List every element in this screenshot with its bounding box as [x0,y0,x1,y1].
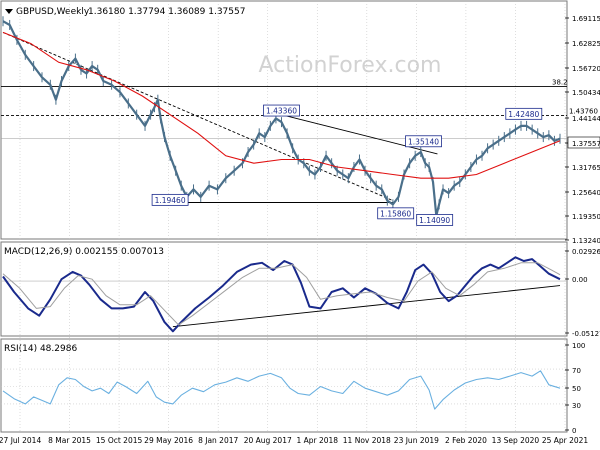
price-label-box [405,135,442,148]
x-tick-label: 1 Apr 2018 [296,436,338,445]
price-label: 1.35140 [408,137,439,146]
price-label-box [151,193,189,206]
price-label: 1.42480 [508,110,539,119]
x-tick-label: 13 Sep 2020 [492,436,540,445]
macd-panel [0,241,568,337]
y-tick-label: 1.44144 [572,115,600,123]
y-tick-label: 70 [572,367,581,375]
current-price-label: 1.37557 [572,140,600,148]
current-price-box [567,136,600,149]
gridlines [1,4,567,432]
price-label: 1.19460 [155,196,186,205]
price-ohlc-text: 1.36180 1.37794 1.36089 1.37557 [88,7,245,17]
x-tick-label: 25 Apr 2021 [542,436,589,445]
price-panel [0,0,568,240]
y-tick-label: 50 [572,385,581,393]
y-tick-label: 1.62825 [572,40,600,48]
price-series-line [2,20,561,217]
x-tick-label: 8 Jan 2017 [198,436,238,445]
y-tick-label: 1.13240 [572,237,600,245]
price-label: 1.15860 [380,209,411,218]
y-tick-label: 0.00 [572,276,588,284]
x-tick-label: 23 Jun 2019 [394,436,439,445]
x-tick-label: 27 Jul 2014 [0,436,41,445]
y-tick-label: 1.25640 [572,189,600,197]
y-tick-label: 0 [572,427,576,435]
price-label-box [416,214,454,226]
y-tick-label: -0.051279 [572,330,600,338]
watermark: ActionForex.com [259,53,442,78]
y-tick-label: 30 [572,402,581,410]
y-tick-label: 0.029261 [572,248,600,256]
x-tick-label: 15 Oct 2015 [96,436,143,445]
macd-signal-line [2,262,561,326]
macd-trendline [172,285,561,328]
rsi-title: RSI(14) 48.2986 [4,344,77,354]
y-tick-label: 1.56720 [572,65,600,73]
level-label: 1.43760 [569,108,598,116]
x-tick-label: 20 Aug 2017 [244,436,292,445]
price-label-box [377,207,415,220]
y-tick-label: 1.50434 [572,89,600,97]
y-tick-label: 1.69115 [572,15,600,23]
y-tick-label: 1.19350 [572,213,600,221]
price-trendline [281,114,438,155]
x-tick-label: 11 Nov 2018 [343,436,391,445]
rsi-panel [0,338,568,433]
rsi-line [2,370,561,410]
price-label: 1.43360 [266,107,297,116]
price-title-text: GBPUSD,Weekly [16,7,90,17]
price-label: 1.14090 [419,216,450,225]
macd-title: MACD(12,26,9) 0.002155 0.007013 [4,247,164,257]
moving-average-line [2,31,561,179]
y-tick-label: 100 [572,342,585,350]
collapse-triangle-icon [5,9,13,14]
x-tick-label: 2 Feb 2020 [445,436,487,445]
chart-marks: 38.2 1.43760 1.43360 1.42480 1.35140 1.19460 1… [1,16,598,410]
macd-line [2,256,561,333]
level-label: 38.2 [552,78,568,86]
x-tick-label: 29 May 2016 [144,436,193,445]
price-title: GBPUSD,Weekly 1.36180 1.37794 1.36089 1.… [5,7,245,17]
price-label-box [505,107,543,120]
x-tick-label: 8 Mar 2015 [48,436,91,445]
axis-labels: 27 Jul 2014 8 Mar 2015 15 Oct 2015 29 May 2… [0,15,600,445]
price-trendline [2,32,394,202]
y-tick-label: 1.31765 [572,164,600,172]
price-label-box [263,104,300,117]
